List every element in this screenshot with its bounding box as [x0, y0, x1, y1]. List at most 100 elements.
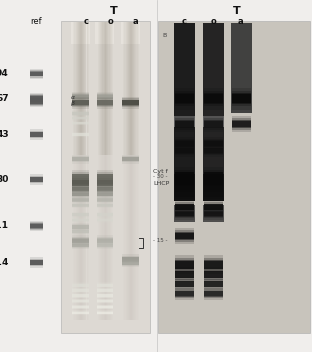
Bar	[122, 260, 139, 266]
Bar	[130, 22, 132, 155]
Bar	[122, 262, 139, 265]
Bar	[232, 120, 251, 128]
Bar	[86, 155, 88, 320]
Bar	[30, 131, 43, 138]
Bar	[175, 183, 194, 194]
Bar	[175, 271, 194, 278]
Bar	[175, 288, 194, 300]
Bar	[83, 22, 84, 155]
Bar	[175, 281, 194, 288]
Bar	[204, 289, 223, 298]
Text: - 30 -: - 30 -	[153, 174, 167, 178]
Bar	[204, 203, 223, 210]
Bar	[78, 22, 79, 155]
Bar	[97, 93, 113, 100]
Bar	[97, 203, 113, 207]
Bar	[72, 310, 89, 315]
Bar	[76, 155, 77, 320]
Bar	[204, 261, 223, 269]
Bar	[30, 221, 43, 231]
Bar	[76, 22, 77, 155]
Bar	[97, 300, 113, 302]
Text: 43: 43	[0, 130, 9, 139]
Bar	[72, 203, 89, 207]
Bar	[175, 88, 194, 109]
Bar	[30, 96, 43, 100]
Text: o: o	[211, 17, 217, 26]
Bar	[97, 238, 113, 243]
Bar	[175, 185, 194, 191]
Bar	[204, 121, 223, 127]
Bar	[97, 196, 113, 203]
Bar	[80, 155, 82, 320]
Bar	[175, 261, 194, 269]
Bar	[30, 259, 43, 266]
Bar	[97, 218, 113, 223]
Bar	[204, 148, 223, 153]
Bar	[204, 211, 223, 217]
Bar	[97, 305, 113, 309]
Bar	[175, 203, 194, 210]
Text: β: β	[71, 101, 75, 106]
Bar	[113, 22, 115, 155]
Bar	[174, 23, 195, 201]
Bar	[204, 202, 223, 212]
Bar	[30, 177, 43, 182]
Text: 30: 30	[0, 175, 9, 184]
Bar	[124, 155, 125, 320]
Bar	[97, 295, 113, 297]
Bar	[138, 155, 139, 320]
Bar	[113, 155, 115, 320]
Bar	[175, 255, 194, 275]
Bar	[97, 294, 113, 297]
Bar	[204, 90, 223, 106]
Bar	[204, 179, 223, 186]
Bar	[175, 120, 194, 128]
Bar	[139, 22, 140, 155]
Bar	[72, 226, 89, 229]
Bar	[72, 305, 89, 308]
Bar	[30, 257, 43, 268]
Bar	[30, 71, 43, 76]
Bar	[72, 213, 89, 217]
Bar	[204, 288, 223, 300]
Bar	[100, 155, 101, 320]
Bar	[72, 213, 89, 216]
Bar	[72, 170, 89, 184]
Bar	[72, 96, 89, 109]
Bar	[156, 0, 312, 352]
Bar	[204, 208, 223, 220]
Bar	[97, 243, 113, 248]
Text: a: a	[238, 17, 244, 26]
Bar	[175, 176, 194, 189]
Bar	[175, 190, 194, 197]
Bar	[72, 199, 89, 201]
Bar	[72, 224, 89, 230]
Bar	[204, 271, 223, 278]
Bar	[204, 172, 223, 180]
Bar	[204, 187, 223, 201]
Bar	[72, 228, 89, 235]
Bar	[72, 121, 89, 125]
Bar	[136, 22, 138, 155]
Bar	[175, 258, 194, 272]
Text: ref: ref	[30, 17, 42, 26]
Bar	[97, 213, 113, 217]
Bar	[30, 224, 43, 228]
Bar	[97, 306, 113, 308]
Bar	[97, 244, 113, 247]
Bar	[72, 312, 89, 314]
Bar	[175, 179, 194, 186]
Bar	[88, 22, 89, 155]
Bar	[175, 170, 194, 182]
Bar	[72, 133, 89, 136]
Bar	[30, 174, 43, 185]
Bar	[109, 22, 110, 155]
Bar	[126, 155, 127, 320]
Bar	[122, 155, 139, 163]
Bar	[72, 193, 89, 196]
Bar	[122, 156, 139, 162]
Bar	[78, 155, 79, 320]
Bar	[175, 140, 194, 147]
Bar	[175, 211, 194, 217]
